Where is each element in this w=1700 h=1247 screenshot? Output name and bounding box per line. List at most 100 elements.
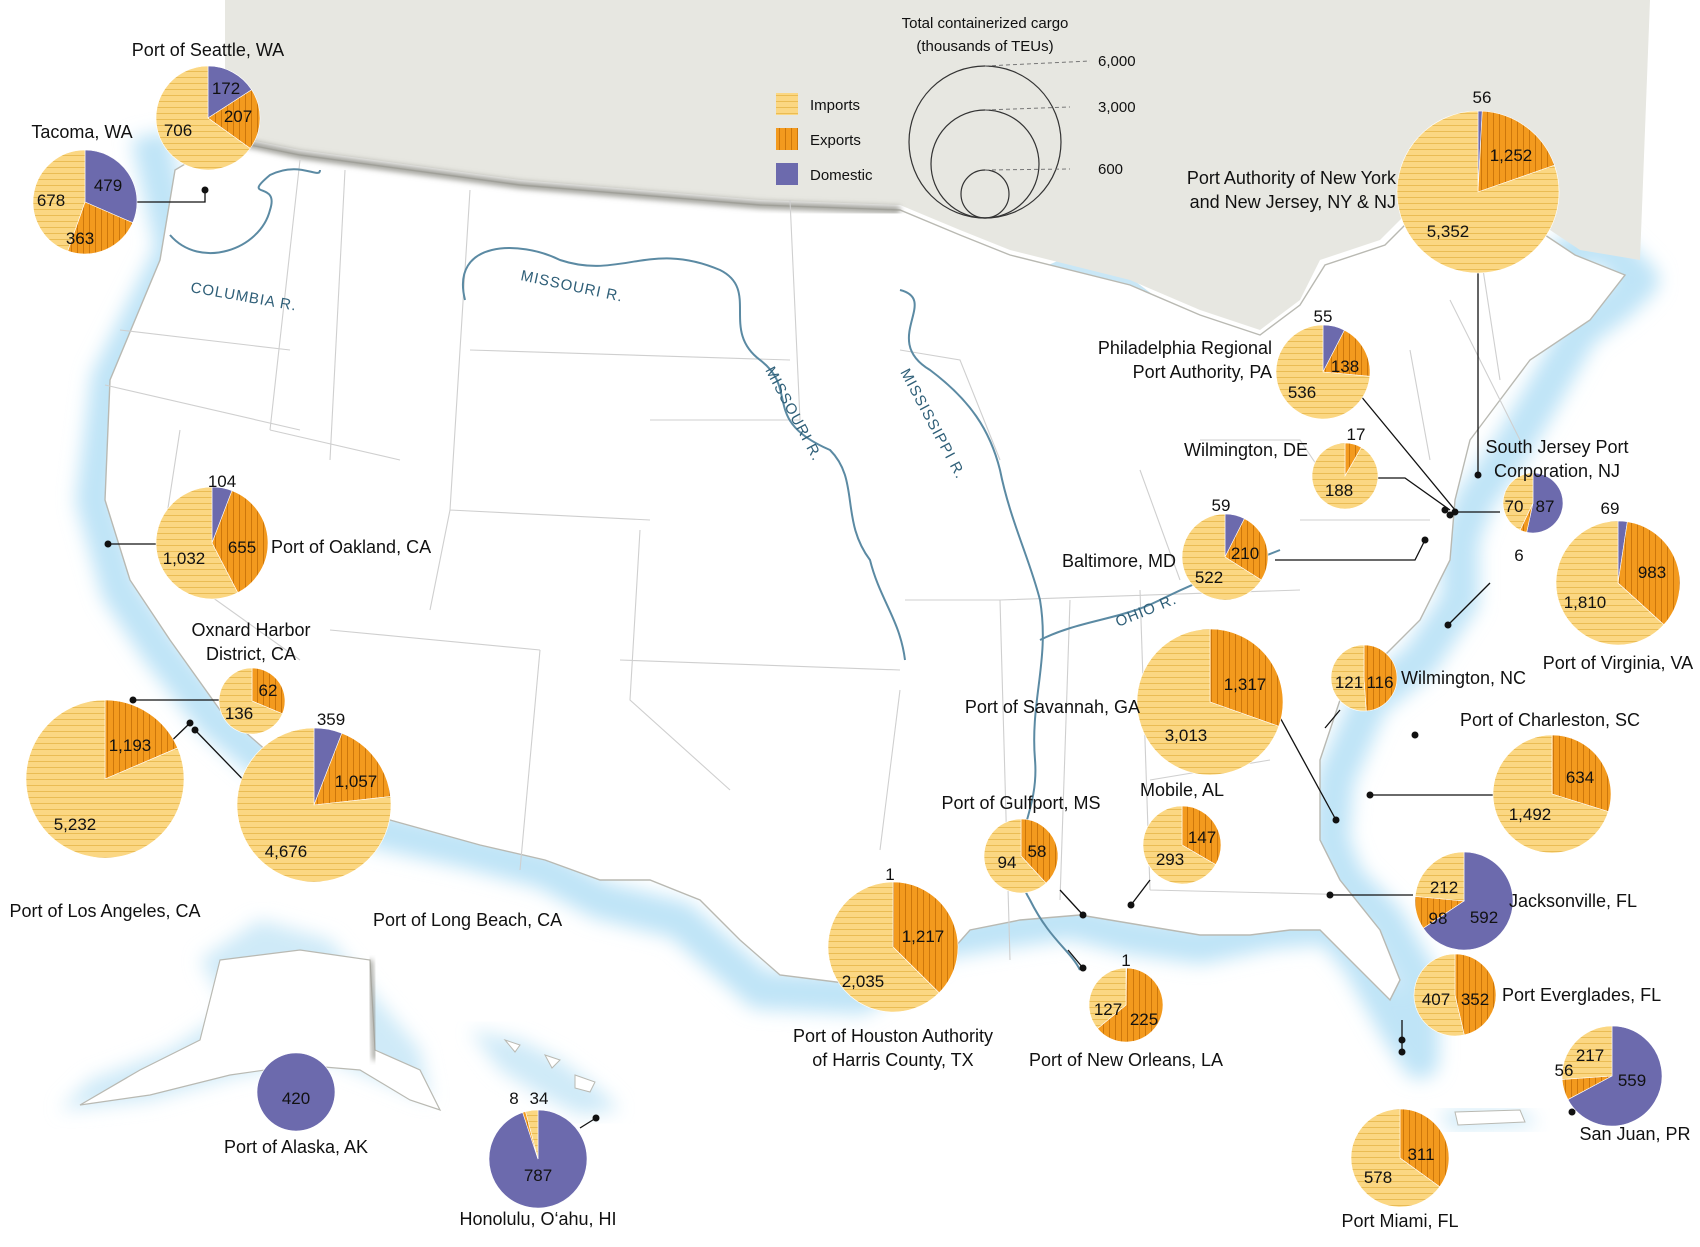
pie-slice-charleston-imports xyxy=(1492,734,1609,854)
pie-slice-longbeach-exports xyxy=(313,732,391,806)
pie-jacksonville: 212 98 592 Jacksonville, FL xyxy=(1414,851,1637,951)
data-label-longbeach-i: 4,676 xyxy=(265,842,308,861)
data-label-nynj-e: 1,252 xyxy=(1490,146,1533,165)
data-label-sanjuan-i: 217 xyxy=(1576,1046,1604,1065)
pie-slice-savannah-exports xyxy=(1209,628,1284,727)
port-name-oakland: Port of Oakland, CA xyxy=(271,537,431,557)
pie-alaska: 420 Port of Alaska, AK xyxy=(224,1052,368,1157)
pie-slice-southjersey-imports xyxy=(1502,472,1534,531)
port-name-neworleans: Port of New Orleans, LA xyxy=(1029,1050,1223,1070)
port-name-alaska: Port of Alaska, AK xyxy=(224,1137,368,1157)
port-name-miami: Port Miami, FL xyxy=(1341,1211,1458,1231)
data-label-tacoma-i: 678 xyxy=(37,191,65,210)
pie-slice-tacoma-exports xyxy=(67,201,134,255)
data-label-charleston-e: 634 xyxy=(1566,768,1594,787)
port-name-honolulu: Honolulu, O‘ahu, HI xyxy=(459,1209,616,1229)
pie-slice-miami-imports xyxy=(1350,1108,1441,1208)
data-label-gulfport-e: 58 xyxy=(1028,842,1047,861)
pie-slice-miami-exports xyxy=(1399,1108,1450,1188)
pie-slice-oakland-imports xyxy=(155,486,239,600)
port-name-mobile: Mobile, AL xyxy=(1140,780,1224,800)
data-label-baltimore-e: 210 xyxy=(1231,544,1259,563)
pie-slice-neworleans-imports xyxy=(1088,967,1127,1029)
pie-slice-tacoma-imports xyxy=(32,149,86,252)
pie-slice-neworleans-exports xyxy=(1097,967,1164,1043)
pie-seattle: 706 207 172 Port of Seattle, WA xyxy=(132,40,284,171)
pie-slice-charleston-exports xyxy=(1551,734,1612,812)
pie-slice-oxnard-imports xyxy=(218,667,283,735)
port-name-southjersey: South Jersey Port xyxy=(1485,437,1628,457)
pie-slice-mobile-imports xyxy=(1142,805,1217,885)
port-name-charleston: Port of Charleston, SC xyxy=(1460,710,1640,730)
data-label-losangeles-e: 1,193 xyxy=(109,736,152,755)
port-name-longbeach: Port of Long Beach, CA xyxy=(373,910,562,930)
data-label-honolulu-e: 8 xyxy=(509,1089,518,1108)
pie-slice-jacksonville-domestic xyxy=(1422,851,1514,951)
pie-slice-savannah-imports xyxy=(1136,628,1280,776)
leader-dots xyxy=(104,186,1576,1122)
port-name-nynj-line2: and New Jersey, NY & NJ xyxy=(1190,192,1396,212)
data-label-honolulu-i: 34 xyxy=(530,1089,549,1108)
pie-savannah: 3,013 1,317 Port of Savannah, GA xyxy=(965,628,1284,776)
data-label-savannah-i: 3,013 xyxy=(1165,726,1208,745)
pie-slice-gulfport-imports xyxy=(983,818,1047,894)
port-name-baltimore: Baltimore, MD xyxy=(1062,551,1176,571)
data-label-oxnard-i: 136 xyxy=(225,704,253,723)
pie-slice-longbeach-imports xyxy=(236,727,392,883)
data-label-gulfport-i: 94 xyxy=(998,853,1017,872)
pie-slice-oakland-exports xyxy=(211,490,269,594)
data-label-mobile-i: 293 xyxy=(1156,850,1184,869)
data-label-philadelphia-e: 138 xyxy=(1331,357,1359,376)
data-label-miami-i: 578 xyxy=(1364,1168,1392,1187)
pie-slice-baltimore-exports xyxy=(1224,518,1269,581)
port-name-sanjuan: San Juan, PR xyxy=(1579,1124,1690,1144)
data-label-wilmingtonde-e: 17 xyxy=(1347,425,1366,444)
pie-slice-seattle-domestic xyxy=(207,65,253,119)
pie-slice-nynj-imports xyxy=(1396,110,1560,274)
data-label-houston-i: 2,035 xyxy=(842,972,885,991)
port-name-nynj: Port Authority of New York xyxy=(1187,168,1397,188)
data-label-neworleans-i: 127 xyxy=(1094,1000,1122,1019)
data-label-savannah-e: 1,317 xyxy=(1224,675,1267,694)
data-label-tacoma-e: 363 xyxy=(66,229,94,248)
data-label-nynj-i: 5,352 xyxy=(1427,222,1470,241)
pie-houston: 2,035 1,217 1 Port of Houston Authority of H… xyxy=(793,865,993,1070)
canada-region xyxy=(225,0,1650,330)
data-label-seattle-d: 172 xyxy=(212,79,240,98)
pie-slice-sanjuan-imports xyxy=(1561,1025,1613,1080)
data-label-wilmingtonnc-i: 121 xyxy=(1335,673,1363,692)
data-label-baltimore-d: 59 xyxy=(1212,496,1231,515)
pie-nynj: 5,352 1,252 56 Port Authority of New York an… xyxy=(1187,88,1560,274)
data-label-virginia-d: 69 xyxy=(1601,499,1620,518)
data-label-southjersey-d: 87 xyxy=(1536,497,1555,516)
data-label-sanjuan-d: 559 xyxy=(1618,1071,1646,1090)
pie-losangeles: 5,232 1,193 Port of Los Angeles, CA xyxy=(9,699,201,921)
pie-slice-virginia-exports xyxy=(1617,521,1681,626)
pie-slice-wilmingtonnc-exports xyxy=(1363,644,1398,712)
pie-wilmingtonde: 188 17 Wilmington, DE xyxy=(1184,425,1379,510)
legend-label-domestic: Domestic xyxy=(810,167,873,184)
port-name-houston-line2: of Harris County, TX xyxy=(812,1050,973,1070)
missouri-river xyxy=(462,247,906,661)
pie-slice-philadelphia-imports xyxy=(1275,324,1371,420)
pie-slice-losangeles-exports xyxy=(104,699,179,780)
data-label-neworleans-d: 1 xyxy=(1121,951,1130,970)
pie-slice-virginia-imports xyxy=(1555,520,1665,646)
legend-swatch-imports xyxy=(776,93,798,115)
data-label-oakland-d: 104 xyxy=(208,472,236,491)
pie-slice-sanjuan-domestic xyxy=(1567,1025,1663,1127)
port-name-wilmingtonnc: Wilmington, NC xyxy=(1401,668,1526,688)
pie-neworleans: 127 225 1 Port of New Orleans, LA xyxy=(1029,951,1223,1070)
data-label-mobile-e: 147 xyxy=(1188,828,1216,847)
data-label-losangeles-i: 5,232 xyxy=(54,815,97,834)
us-land xyxy=(104,136,1627,1002)
size-tick-6000: 6,000 xyxy=(1098,53,1136,70)
port-name-everglades: Port Everglades, FL xyxy=(1502,985,1661,1005)
pie-everglades: 407 352 Port Everglades, FL xyxy=(1413,953,1661,1037)
pie-slice-jacksonville-imports xyxy=(1414,851,1465,902)
port-name-virginia: Port of Virginia, VA xyxy=(1543,653,1693,673)
pie-honolulu: 34 8 787 Honolulu, O‘ahu, HI xyxy=(459,1089,616,1229)
